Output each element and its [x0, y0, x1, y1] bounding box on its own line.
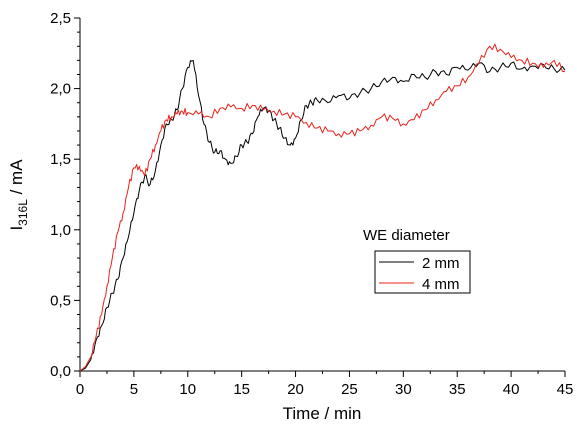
y-tick-label: 2,0 [50, 81, 71, 98]
x-ticks: 0 5 10 15 20 25 30 35 40 45 [76, 371, 574, 398]
x-tick-label: 10 [179, 381, 196, 398]
x-tick-label: 25 [341, 381, 358, 398]
y-axis-title-subscript: 316L [16, 199, 30, 226]
x-tick-label: 40 [503, 381, 520, 398]
x-tick-label: 5 [130, 381, 138, 398]
y-tick-label: 2,5 [50, 10, 71, 27]
x-tick-label: 15 [233, 381, 250, 398]
y-tick-label: 0,0 [50, 363, 71, 380]
y-tick-label: 1,5 [50, 151, 71, 168]
series-layer [79, 43, 566, 372]
legend-label-2mm: 2 mm [422, 255, 460, 272]
y-tick-label: 1,0 [50, 222, 71, 239]
series-line-2mm [79, 59, 566, 372]
y-axis-title-main: I [7, 226, 26, 231]
y-axis-title-unit: / mA [7, 159, 26, 199]
y-axis-title: I316L / mA [7, 159, 30, 231]
x-tick-label: 45 [557, 381, 574, 398]
x-tick-label: 30 [395, 381, 412, 398]
x-tick-label: 0 [76, 381, 84, 398]
legend-label-4mm: 4 mm [422, 276, 460, 293]
series-line-4mm [79, 43, 566, 372]
y-tick-label: 0,5 [50, 292, 71, 309]
x-axis-title: Time / min [283, 404, 362, 423]
x-tick-label: 35 [449, 381, 466, 398]
y-ticks: 0,0 0,5 1,0 1,5 2,0 2,5 [50, 10, 80, 380]
legend-box [374, 250, 471, 294]
legend: WE diameter 2 mm 4 mm [363, 227, 471, 294]
legend-title: WE diameter [363, 227, 450, 244]
x-tick-label: 20 [287, 381, 304, 398]
axes [79, 18, 565, 372]
